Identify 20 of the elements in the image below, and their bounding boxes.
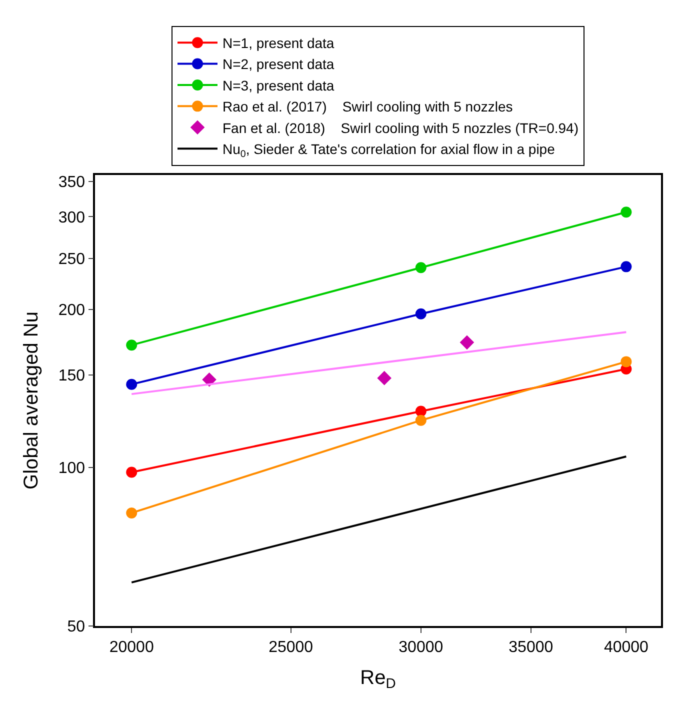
legend-label: Nu$_{0}$, Sieder & Tate's correlation for axial flow in a pipe bbox=[222, 141, 556, 160]
x-axis-title: Re$_{D}$ bbox=[360, 666, 396, 692]
y-tick-label: 250 bbox=[58, 250, 86, 268]
x-tick-label: 35000 bbox=[508, 638, 554, 656]
x-tick-label: 20000 bbox=[109, 638, 154, 656]
y-tick-label: 300 bbox=[58, 209, 86, 226]
legend-label: Fan et al. (2018) Swirl cooling with 5 nozzles (TR=0.94) bbox=[222, 120, 578, 136]
x-tick-label: 25000 bbox=[268, 638, 314, 656]
x-tick-label: 30000 bbox=[398, 638, 444, 656]
x-tick-label: 40000 bbox=[604, 638, 649, 656]
y-axis-title: Global averaged Nu bbox=[20, 312, 42, 490]
y-tick-label: 50 bbox=[67, 618, 86, 636]
y-tick-label: 200 bbox=[58, 302, 86, 319]
legend-label: N=2, present data bbox=[222, 56, 334, 72]
legend-label: N=1, present data bbox=[222, 35, 334, 52]
legend-label: N=3, present data bbox=[222, 77, 334, 94]
y-tick-label: 350 bbox=[58, 174, 86, 192]
legend-label: Rao et al. (2017) Swirl cooling with 5 nozzles bbox=[222, 98, 513, 115]
y-tick-label: 150 bbox=[58, 368, 86, 385]
y-tick-label: 100 bbox=[58, 460, 86, 478]
